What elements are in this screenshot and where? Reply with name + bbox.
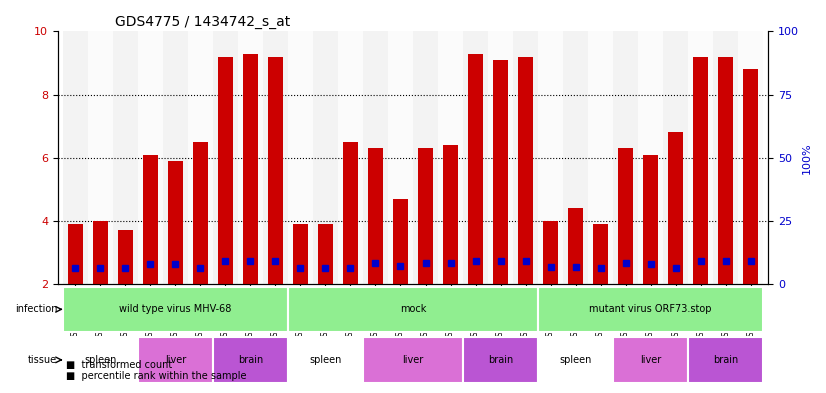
Bar [263,31,288,284]
Bar [338,31,363,284]
Y-axis label: 100%: 100% [802,142,812,174]
Bar [193,142,208,284]
FancyBboxPatch shape [363,337,463,383]
FancyBboxPatch shape [213,337,288,383]
Text: wild type virus MHV-68: wild type virus MHV-68 [119,304,231,314]
FancyBboxPatch shape [288,286,538,332]
Bar [668,132,683,284]
Bar [493,60,508,284]
Bar [688,31,713,284]
Bar [368,148,383,284]
Bar [363,31,388,284]
FancyBboxPatch shape [538,337,613,383]
Bar [188,31,213,284]
Bar [438,31,463,284]
FancyBboxPatch shape [463,337,538,383]
Text: spleen: spleen [559,355,591,365]
Bar [293,224,308,284]
Bar [693,57,708,284]
Text: brain: brain [238,355,263,365]
Bar [143,154,158,284]
FancyBboxPatch shape [138,337,213,383]
Bar [393,199,408,284]
Bar [413,31,438,284]
Bar [518,57,533,284]
FancyBboxPatch shape [63,286,288,332]
Bar [113,31,138,284]
Bar [138,31,163,284]
Text: mutant virus ORF73.stop: mutant virus ORF73.stop [590,304,712,314]
Text: liver: liver [164,355,186,365]
FancyBboxPatch shape [538,286,763,332]
Text: brain: brain [488,355,513,365]
Bar [243,53,258,284]
Bar [93,221,108,284]
Text: spleen: spleen [309,355,342,365]
Bar [463,31,488,284]
Text: spleen: spleen [84,355,116,365]
FancyBboxPatch shape [63,337,138,383]
Bar [68,224,83,284]
Bar [343,142,358,284]
Bar [318,224,333,284]
Bar [313,31,338,284]
Bar [543,221,558,284]
Bar [538,31,563,284]
Bar [213,31,238,284]
Bar [743,69,758,284]
Bar [88,31,113,284]
Bar [663,31,688,284]
Bar [218,57,233,284]
FancyBboxPatch shape [688,337,763,383]
Bar [418,148,433,284]
FancyBboxPatch shape [288,337,363,383]
Bar [513,31,538,284]
Text: liver: liver [640,355,662,365]
Bar [288,31,313,284]
Text: GDS4775 / 1434742_s_at: GDS4775 / 1434742_s_at [115,15,290,29]
Bar [738,31,763,284]
Bar [568,208,583,284]
Bar [163,31,188,284]
Bar [718,57,733,284]
Bar [63,31,88,284]
Bar [443,145,458,284]
Bar [388,31,413,284]
Bar [488,31,513,284]
Text: infection: infection [15,304,57,314]
Bar [613,31,638,284]
Text: mock: mock [400,304,426,314]
Text: ■  transformed count
■  percentile rank within the sample: ■ transformed count ■ percentile rank wi… [66,360,247,381]
FancyBboxPatch shape [613,337,688,383]
Text: brain: brain [713,355,738,365]
Bar [563,31,588,284]
Bar [588,31,613,284]
Bar [638,31,663,284]
Text: liver: liver [402,355,424,365]
Bar [468,53,483,284]
Text: tissue: tissue [28,355,57,365]
Bar [643,154,658,284]
Bar [118,230,133,284]
Bar [618,148,633,284]
Bar [168,161,183,284]
Bar [268,57,283,284]
Bar [593,224,608,284]
Bar [238,31,263,284]
Bar [713,31,738,284]
